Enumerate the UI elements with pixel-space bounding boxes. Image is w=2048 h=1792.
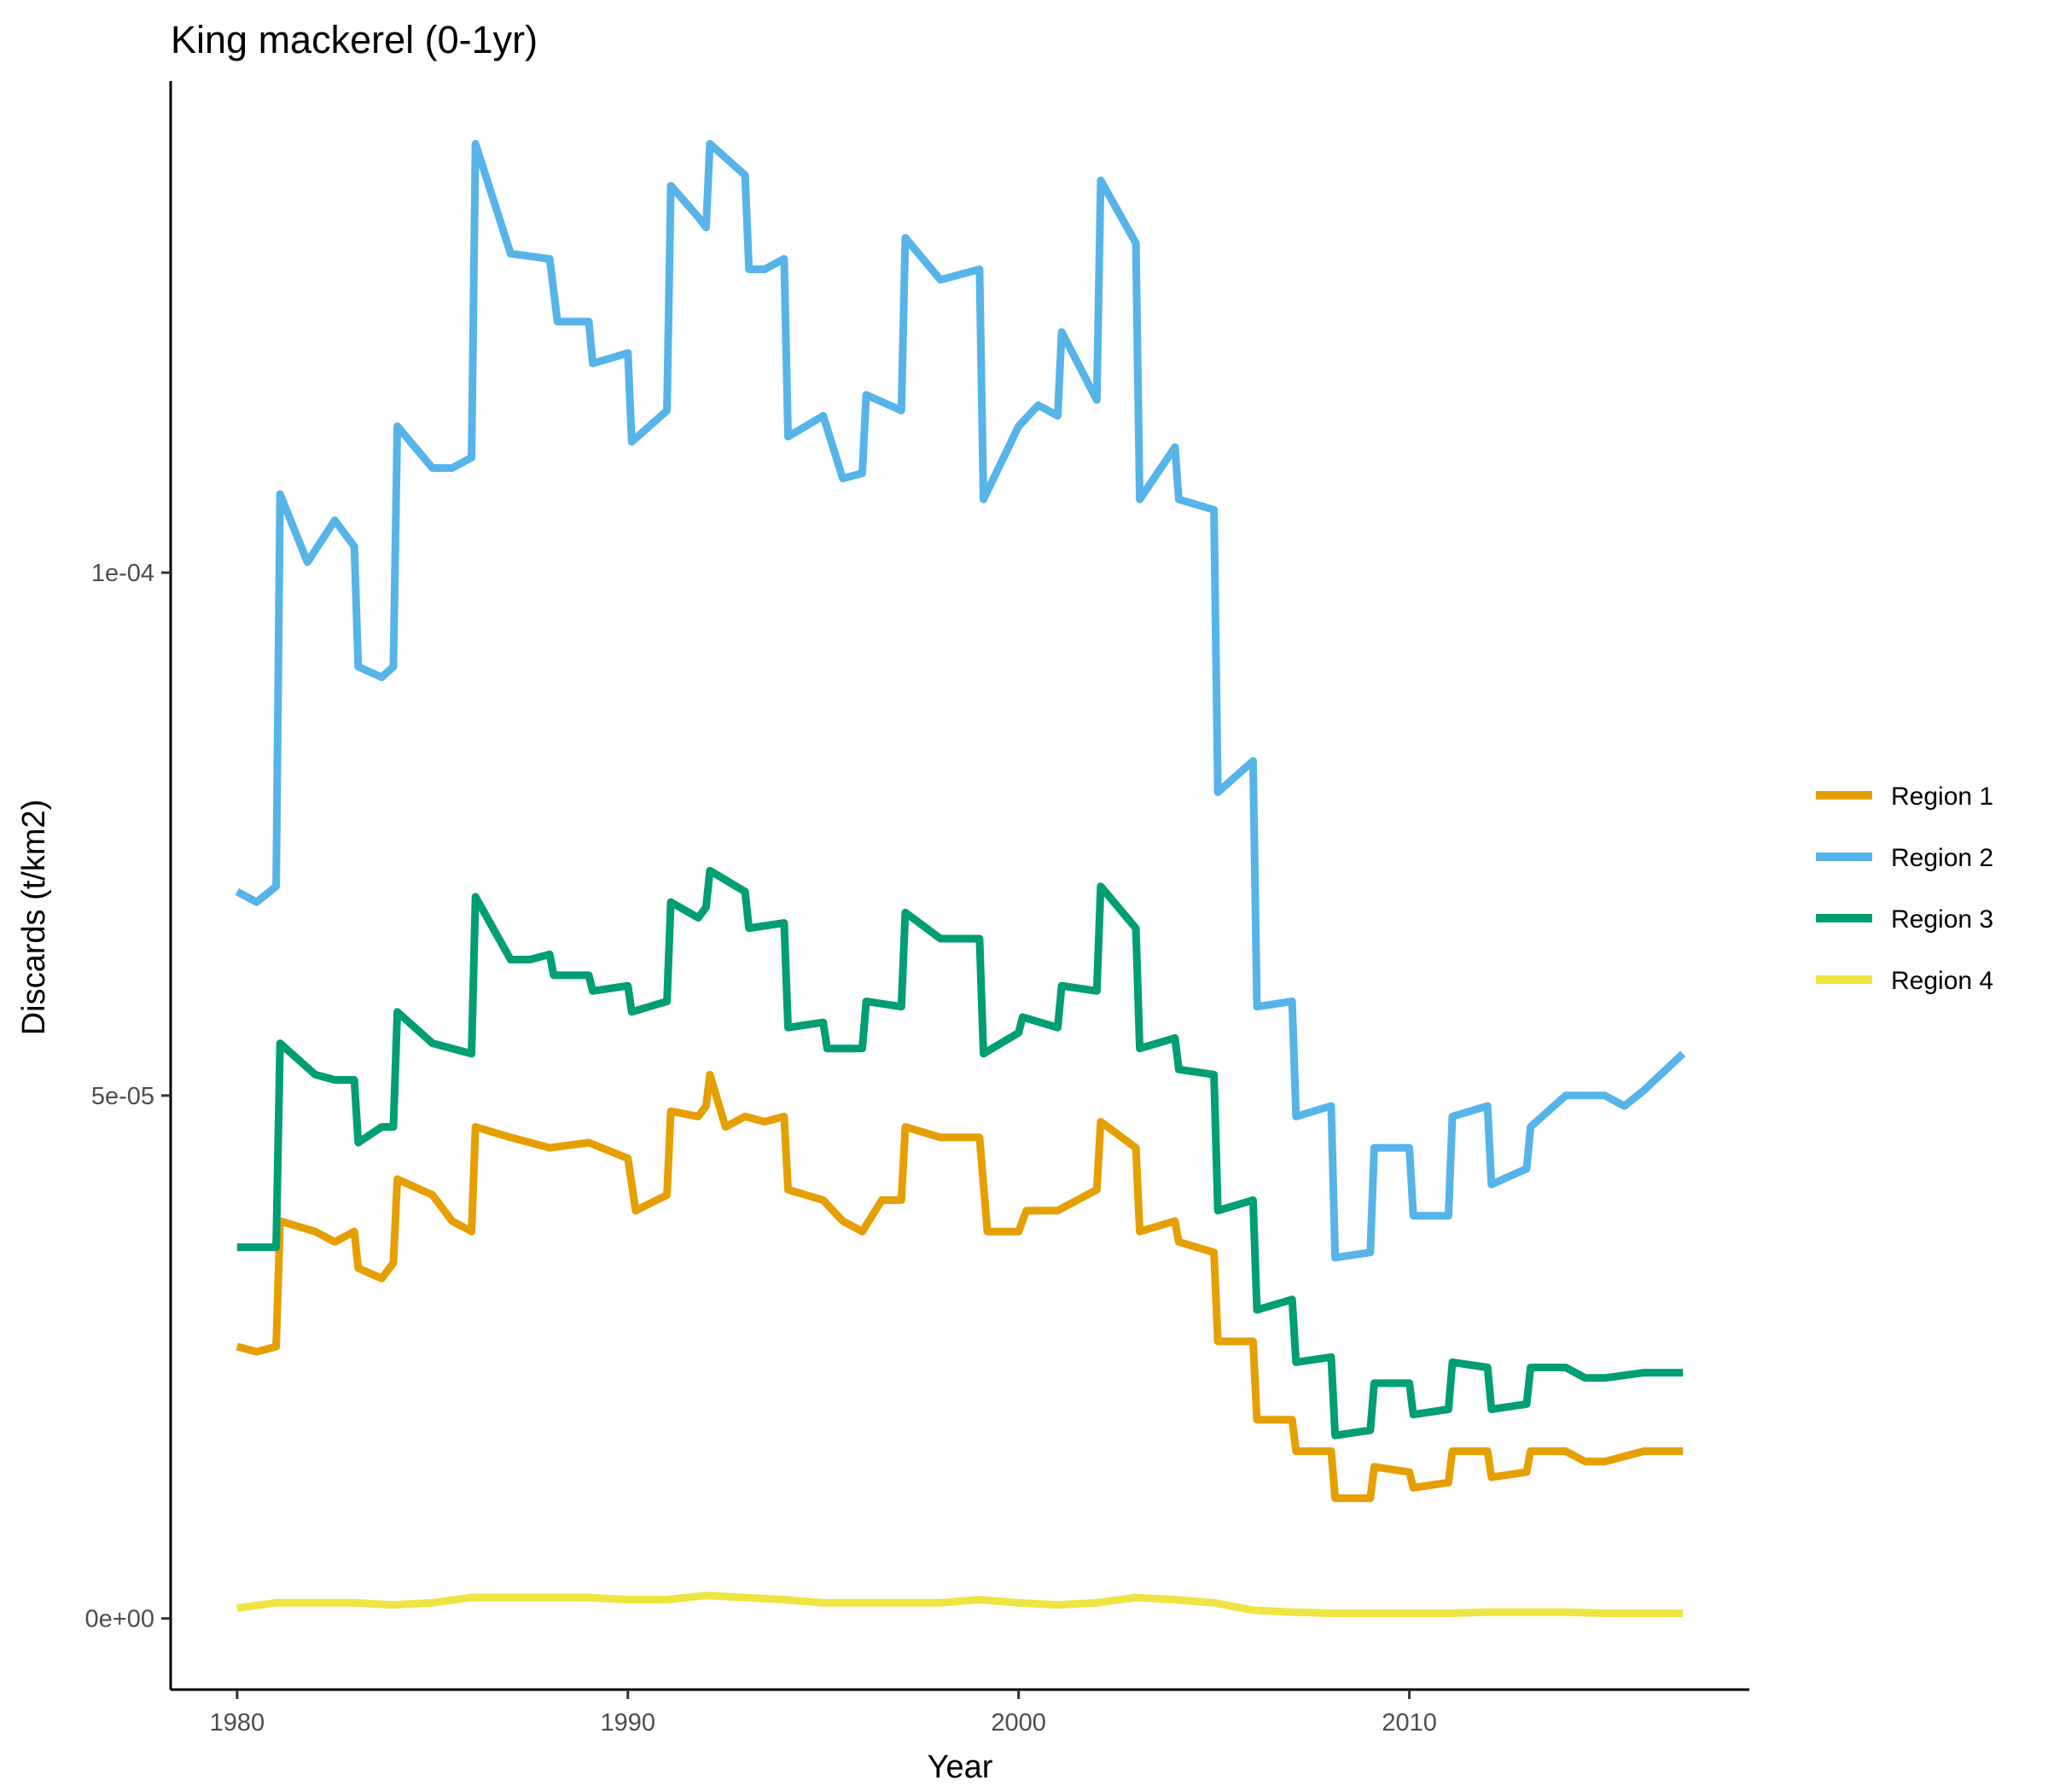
x-tick-label: 1980 xyxy=(210,1709,265,1737)
x-tick-label: 1990 xyxy=(601,1709,656,1737)
x-axis-title: Year xyxy=(928,1749,993,1785)
series-line-region-1 xyxy=(236,1070,1684,1503)
legend: Region 1 Region 2 Region 3 Region 4 xyxy=(1816,783,1993,995)
x-tick-label: 2010 xyxy=(1382,1709,1437,1737)
series-layer xyxy=(235,140,1686,1617)
legend-label-region-1: Region 1 xyxy=(1891,783,1993,811)
y-tick-label: 0e+00 xyxy=(85,1606,154,1633)
y-tick-label: 1e-04 xyxy=(91,560,154,587)
series-line-region-4 xyxy=(236,1591,1684,1617)
series-line-region-2 xyxy=(235,140,1686,1262)
axes-layer: 1980 1990 2000 2010 0e+00 5e-05 1e-04 xyxy=(85,81,1749,1737)
legend-label-region-3: Region 3 xyxy=(1891,905,1993,934)
legend-label-region-4: Region 4 xyxy=(1891,967,1993,995)
chart-title: King mackerel (0-1yr) xyxy=(171,18,538,61)
y-axis-title: Discards (t/km2) xyxy=(16,800,52,1036)
series-line-region-3 xyxy=(236,866,1684,1440)
x-tick-label: 2000 xyxy=(991,1709,1046,1737)
y-tick-label: 5e-05 xyxy=(91,1083,154,1110)
legend-label-region-2: Region 2 xyxy=(1891,844,1993,872)
